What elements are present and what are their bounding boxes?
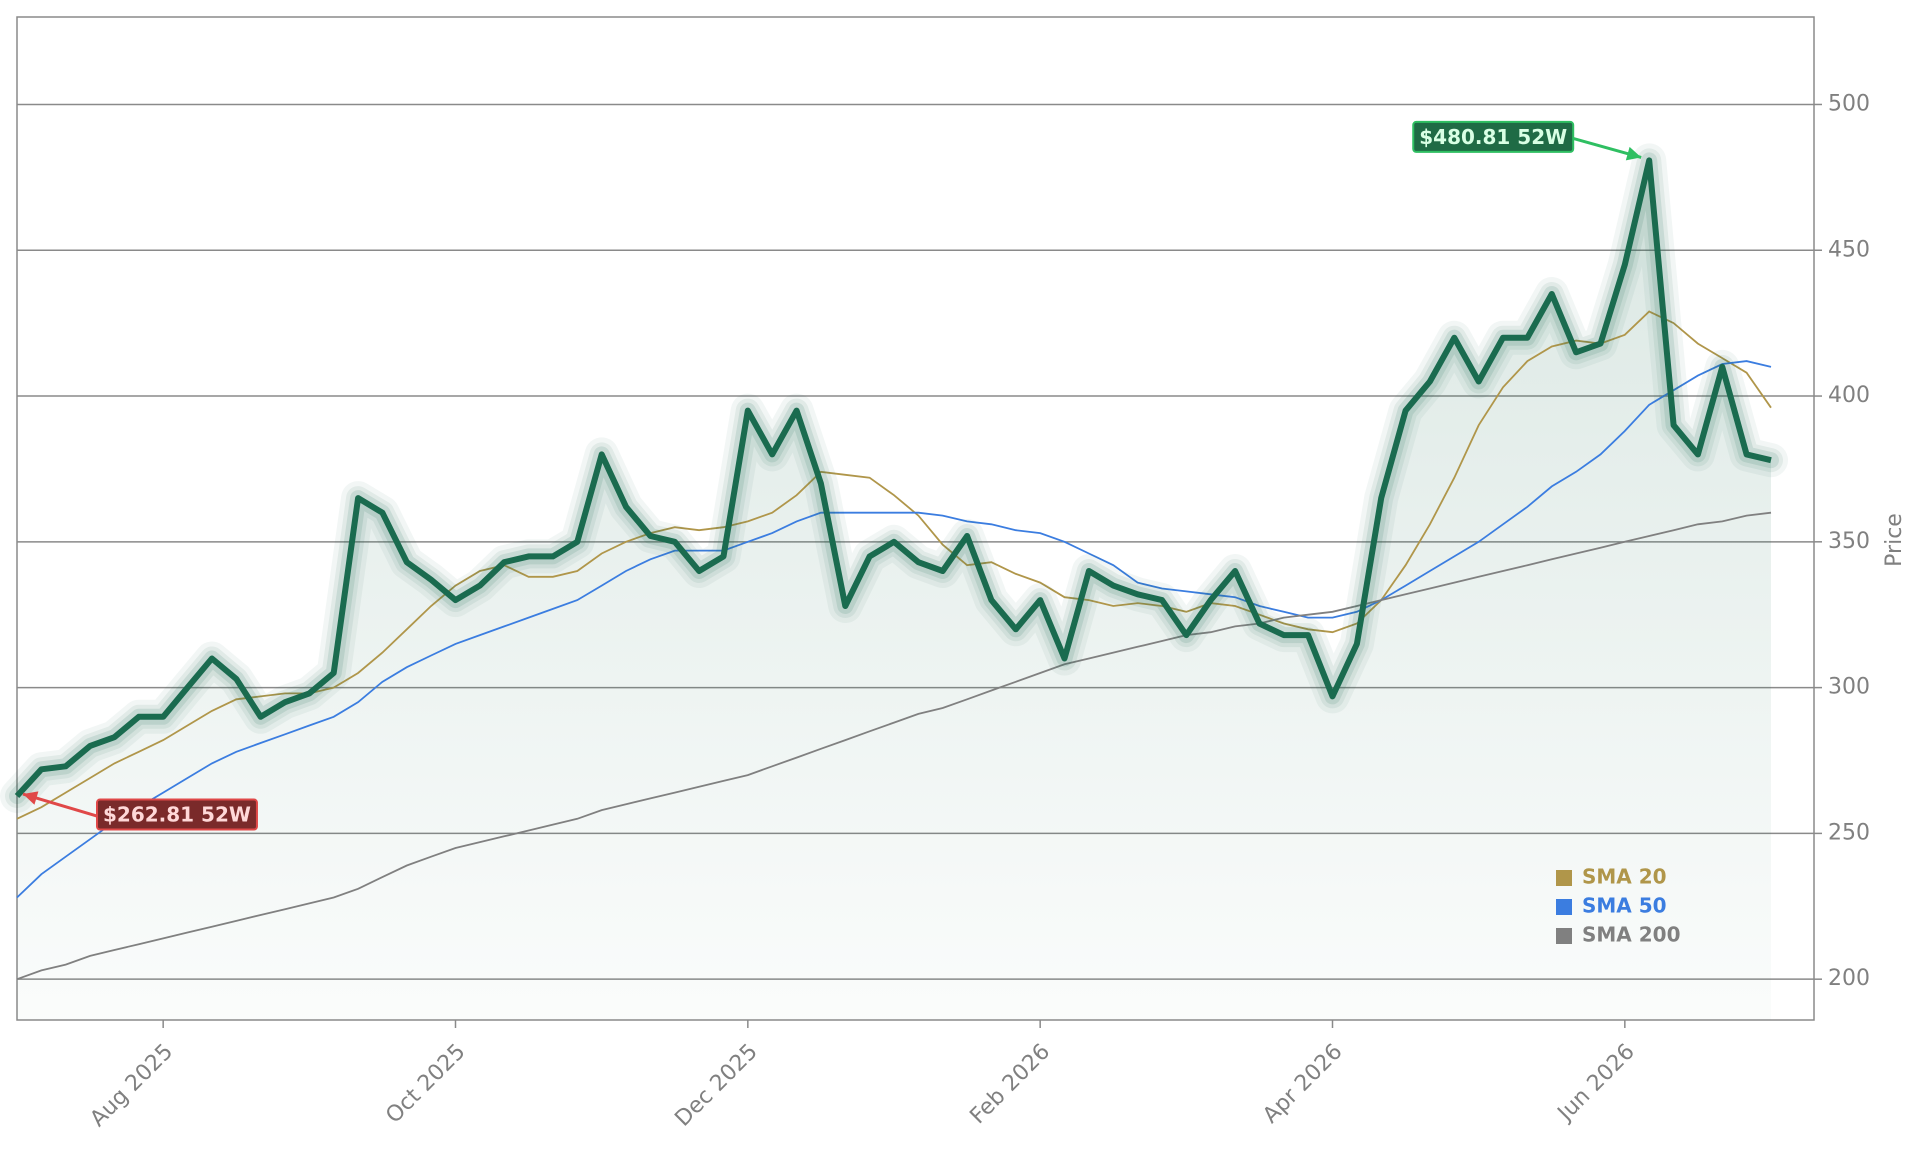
- high-annotation-box: [1412, 120, 1575, 153]
- legend-swatch: [1556, 870, 1572, 886]
- y-axis-label: Price: [1882, 513, 1907, 567]
- y-tick-label: 450: [1828, 237, 1870, 262]
- y-tick-label: 300: [1828, 675, 1870, 700]
- legend-label: SMA 200: [1582, 923, 1681, 947]
- high-annotation-arrowhead: [1625, 146, 1642, 161]
- legend-swatch: [1556, 928, 1572, 944]
- x-tick-label: Jun 2026: [1552, 1039, 1640, 1127]
- legend-swatch: [1556, 899, 1572, 915]
- y-tick-label: 200: [1828, 966, 1870, 991]
- legend-label: SMA 50: [1582, 894, 1667, 918]
- low-annotation-arrowhead: [23, 791, 39, 805]
- y-tick-label: 250: [1828, 820, 1870, 845]
- x-tick-label: Dec 2025: [671, 1039, 763, 1131]
- sma-line: [16, 360, 1772, 899]
- y-tick-label: 400: [1828, 383, 1870, 408]
- sma-line: [16, 511, 1772, 981]
- y-tick-label: 500: [1828, 91, 1870, 116]
- y-tick-label: 350: [1828, 529, 1870, 554]
- low-annotation-text: $262.81 52W: [103, 803, 251, 827]
- low-annotation: $262.81 52W: [22, 791, 258, 831]
- high-annotation-text: $480.81 52W: [1419, 125, 1567, 149]
- legend-label: SMA 20: [1582, 865, 1667, 889]
- price-area: [17, 160, 1771, 1020]
- price-line: [14, 157, 1772, 799]
- x-tick-label: Apr 2026: [1258, 1039, 1347, 1128]
- x-tick-label: Feb 2026: [965, 1039, 1055, 1129]
- x-tick-label: Aug 2025: [86, 1039, 179, 1132]
- x-tick-label: Oct 2025: [381, 1039, 470, 1128]
- high-annotation: $480.81 52W: [1412, 120, 1642, 161]
